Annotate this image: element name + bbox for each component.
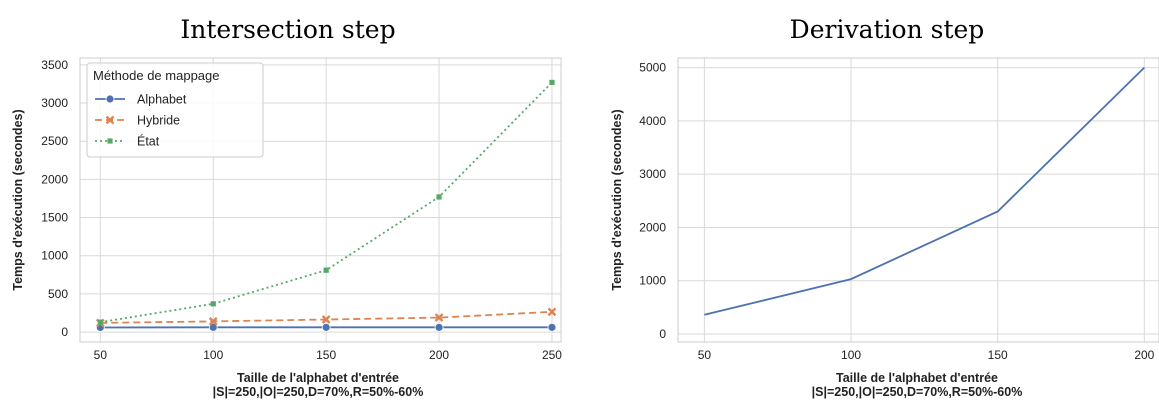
y-tick-label: 2000 xyxy=(639,220,666,234)
data-point xyxy=(321,322,331,332)
chart-title: Derivation step xyxy=(790,15,985,44)
y-tick-label: 3000 xyxy=(639,167,666,181)
data-point xyxy=(210,301,216,307)
y-tick-label: 3000 xyxy=(41,96,68,110)
y-tick-label: 0 xyxy=(61,325,68,339)
x-tick-label: 150 xyxy=(988,348,1008,362)
x-tick-label: 200 xyxy=(1134,348,1154,362)
data-point xyxy=(549,79,555,86)
data-point xyxy=(434,313,444,322)
y-tick-label: 2500 xyxy=(41,134,68,148)
x-axis-sublabel: |S|=250,|O|=250,D=70%,R=50%-60% xyxy=(812,385,1023,399)
y-tick-label: 500 xyxy=(48,287,68,301)
chart-title: Intersection step xyxy=(180,15,395,44)
y-axis-label: Temps d'exécution (secondes) xyxy=(11,109,25,290)
legend-marker xyxy=(105,94,115,104)
legend-label: État xyxy=(137,134,160,149)
legend-label: Alphabet xyxy=(137,93,187,107)
x-tick-label: 50 xyxy=(94,348,108,362)
series-line-0 xyxy=(704,66,1145,316)
x-tick-label: 100 xyxy=(203,348,223,362)
x-axis-label: Taille de l'alphabet d'entrée xyxy=(237,371,399,385)
y-tick-label: 1000 xyxy=(639,274,666,288)
derivation-chart: Derivation step 50 100 150 2000100020003000… xyxy=(610,15,1159,399)
data-point xyxy=(547,307,557,317)
data-point xyxy=(208,317,218,326)
y-tick-label: 3500 xyxy=(41,58,68,72)
legend-box xyxy=(86,62,264,158)
x-tick-label: 150 xyxy=(316,348,336,362)
data-point xyxy=(323,267,329,273)
data-point xyxy=(434,322,444,332)
y-tick-label: 5000 xyxy=(639,61,666,75)
y-tick-label: 4000 xyxy=(639,114,666,128)
data-point xyxy=(208,322,218,332)
x-tick-label: 200 xyxy=(429,348,449,362)
plot-frame xyxy=(79,57,562,343)
legend-marker xyxy=(105,115,115,125)
y-tick-label: 1500 xyxy=(41,211,68,225)
x-axis-label: Taille de l'alphabet d'entrée xyxy=(836,371,998,385)
legend-marker xyxy=(107,138,113,144)
y-tick-label: 2000 xyxy=(41,172,68,186)
data-point xyxy=(97,319,103,325)
x-axis-sublabel: |S|=250,|O|=250,D=70%,R=50%-60% xyxy=(213,385,424,399)
plot-frame xyxy=(677,57,1159,343)
intersection-chart: Intersection step 50 100 150 200 25005001000… xyxy=(11,15,562,399)
x-tick-label: 250 xyxy=(542,348,562,362)
x-tick-label: 100 xyxy=(841,348,861,362)
y-tick-label: 0 xyxy=(659,327,666,341)
legend-label: Hybride xyxy=(137,114,180,128)
x-tick-label: 50 xyxy=(698,348,712,362)
series-line--tat xyxy=(100,81,553,324)
legend-title: Méthode de mappage xyxy=(93,68,219,83)
y-tick-label: 1000 xyxy=(41,249,68,263)
data-point xyxy=(547,322,557,332)
data-point xyxy=(436,194,442,200)
data-point xyxy=(321,315,331,324)
y-axis-label: Temps d'exécution (secondes) xyxy=(610,109,624,290)
legend: Méthode de mappage Alphabet Hybride État xyxy=(86,62,264,158)
